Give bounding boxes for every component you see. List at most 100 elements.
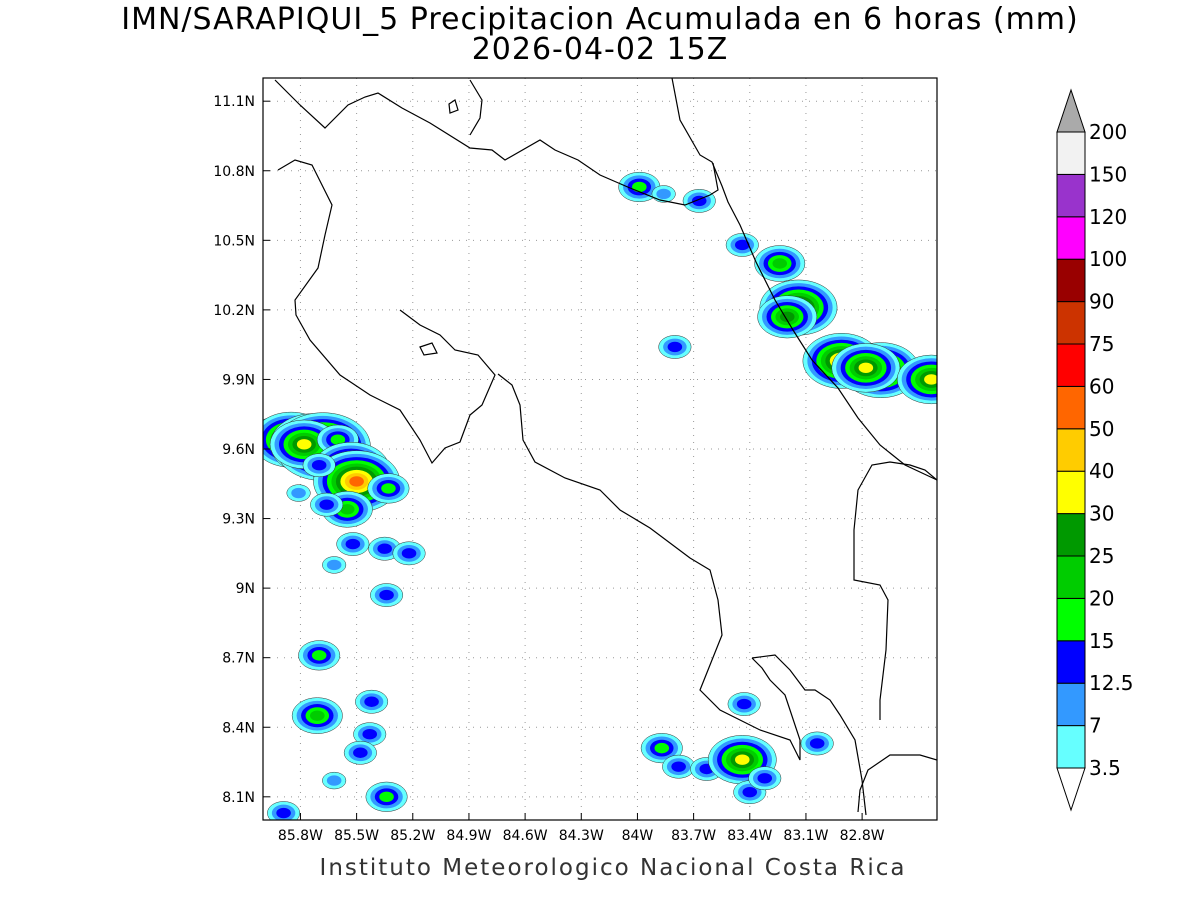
precip-contour	[353, 747, 368, 758]
colorbar-label: 7	[1089, 714, 1102, 738]
lon-tick-label: 84.3W	[559, 828, 604, 844]
lat-tick-label: 8.7N	[222, 651, 255, 667]
colorbar-label: 90	[1089, 290, 1114, 314]
precip-cell	[748, 766, 782, 791]
precip-contour	[326, 559, 342, 571]
caribbean-coast	[671, 78, 937, 481]
panama-coast-bocas	[853, 461, 937, 720]
precip-contour	[319, 499, 334, 510]
lon-tick-label: 83.1W	[783, 828, 828, 844]
lon-tick-label: 83.4W	[727, 828, 772, 844]
lon-tick-label: 84.6W	[503, 828, 548, 844]
colorbar-label: 25	[1089, 544, 1114, 568]
precip-contour	[296, 439, 312, 450]
colorbar-segment	[1056, 682, 1086, 727]
colorbar-label: 200	[1089, 120, 1127, 144]
precip-cell	[310, 492, 344, 517]
precip-cell	[800, 731, 834, 756]
precip-contour	[362, 729, 377, 740]
precip-contour	[379, 791, 394, 803]
precip-contour	[339, 504, 355, 515]
lat-tick-label: 10.8N	[213, 164, 255, 180]
precip-contour	[381, 483, 396, 494]
precip-contour	[311, 650, 327, 661]
lat-tick-label: 11.1N	[213, 94, 255, 110]
precip-contour	[401, 548, 417, 559]
precipitation-field	[263, 171, 937, 820]
coastline	[274, 78, 937, 816]
precip-contour	[809, 738, 825, 749]
lon-tick-label: 85.8W	[278, 828, 323, 844]
precip-contour	[772, 258, 788, 269]
precip-contour	[858, 362, 874, 374]
colorbar-label: 20	[1089, 586, 1114, 610]
colorbar-label: 40	[1089, 459, 1114, 483]
colorbar-label: 75	[1089, 332, 1114, 356]
map-title: IMN/SARAPIQUI_5 Precipitacion Acumulada …	[121, 2, 1079, 37]
precip-cell	[651, 185, 676, 203]
colorbar-segment	[1056, 470, 1086, 515]
precip-cell	[365, 781, 408, 812]
precip-cell	[322, 771, 347, 790]
lat-tick-label: 9.9N	[222, 372, 255, 388]
precip-cell	[298, 640, 341, 671]
colorbar-label: 30	[1089, 502, 1114, 526]
precip-cell	[355, 689, 389, 714]
golfito-gulf	[751, 654, 867, 816]
precip-contour	[742, 786, 758, 798]
precip-cell	[754, 245, 806, 282]
lake-island	[448, 99, 459, 114]
lat-tick-label: 9.3N	[222, 512, 255, 528]
precip-cell	[322, 556, 347, 574]
colorbar-label: 15	[1089, 629, 1114, 653]
precip-cell	[640, 733, 683, 764]
lat-tick-label: 9N	[236, 581, 255, 597]
precip-cell	[662, 754, 696, 779]
precip-contour	[364, 696, 379, 707]
panama-border	[857, 754, 937, 813]
precip-cell	[707, 735, 777, 785]
precip-contour	[345, 538, 361, 550]
colorbar-segment	[1056, 173, 1086, 218]
colorbar-label: 50	[1089, 417, 1114, 441]
precip-cell	[831, 343, 901, 393]
precip-cell	[353, 722, 387, 747]
colorbar-segment	[1056, 301, 1086, 345]
lon-tick-label: 83.7W	[671, 828, 716, 844]
precip-cell	[682, 189, 716, 213]
colorbar-label: 120	[1089, 205, 1127, 229]
lon-tick-label: 84.9W	[446, 828, 491, 844]
colorbar-lower-arrow	[1056, 767, 1086, 812]
nicoya-gulf-island	[419, 342, 438, 356]
precip-cell	[618, 171, 661, 203]
credit-line: Instituto Meteorologico Nacional Costa R…	[319, 855, 907, 881]
colorbar-upper-arrow	[1056, 88, 1086, 133]
colorbar-segment	[1056, 725, 1086, 769]
colorbar-label: 60	[1089, 374, 1114, 398]
colorbar-segment	[1056, 258, 1086, 303]
precip-cell	[896, 354, 937, 405]
precip-cell	[336, 532, 370, 556]
lon-tick-label: 85.2W	[390, 828, 435, 844]
precip-cell	[286, 484, 311, 502]
lake-shore-north	[469, 79, 483, 136]
precip-contour	[310, 710, 325, 721]
precip-contour	[632, 181, 647, 193]
precip-cell	[725, 233, 759, 257]
colorbar-segment	[1056, 513, 1086, 557]
precip-cell	[658, 335, 692, 359]
precip-cell	[267, 801, 301, 820]
colorbar-segment	[1056, 131, 1086, 175]
lat-tick-label: 8.1N	[222, 790, 255, 806]
lon-tick-label: 82.8W	[840, 828, 885, 844]
lon-tick-label: 85.5W	[334, 828, 379, 844]
precip-contour	[736, 698, 752, 710]
precip-cell	[727, 692, 761, 716]
precip-cell	[367, 473, 410, 504]
precip-contour	[326, 775, 342, 786]
precip-cell	[757, 295, 818, 339]
longitude-axis: 85.8W 85.5W 85.2W 84.9W 84.6W 84.3W 84W 83.7W 83…	[278, 813, 885, 844]
lat-tick-label: 10.2N	[213, 303, 255, 319]
precip-contour	[757, 773, 773, 784]
